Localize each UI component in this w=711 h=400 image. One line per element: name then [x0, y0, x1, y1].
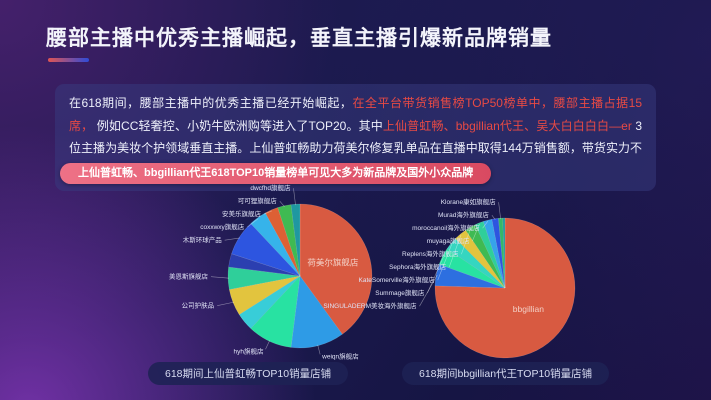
pie-slice [290, 275, 343, 349]
chart-caption-right: 618期间bbgillian代王TOP10销量店铺 [402, 362, 610, 385]
title-accent-bar [48, 58, 89, 62]
pie-slice [434, 263, 506, 289]
pie-slice [277, 204, 301, 277]
pie-slice-label: muyaga旗舰店 [427, 236, 470, 245]
pie-slice [231, 223, 301, 277]
chart-caption-left: 618期间上仙普虹畅TOP10销量店铺 [148, 362, 349, 385]
pie-slice-label: dwcfhd旗舰店 [250, 183, 291, 192]
label-leader-line [263, 210, 272, 215]
pie-slice-label: SINGULADERM美妆海外旗舰店 [323, 301, 417, 310]
pie-chart-streamer1-top10-shops: 荷美尔旗舰店 weiqn旗舰店 hyh旗舰店 dwcfhd旗舰店可可狸旗舰店安美乐旗舰… [169, 183, 373, 360]
label-leader-line [461, 227, 472, 255]
key-finding-badge: 上仙普虹畅、bbgillian代王618TOP10销量榜单可见大多为新品牌及国外… [60, 163, 492, 184]
pie-slice [455, 229, 506, 289]
pie-slice-label: Klorane康如旗舰店 [441, 197, 496, 206]
paragraph-segment: 例如CC轻奢控、小奶牛欧洲购等进入了TOP20。其中 [93, 118, 383, 133]
label-leader-line [448, 234, 462, 268]
pie-slice [498, 217, 506, 289]
pie-slice [491, 218, 506, 289]
label-leader-line [279, 200, 285, 207]
pie-slice [228, 275, 301, 315]
pie-slice [438, 248, 506, 289]
pie-chart-streamer2-top10-shops: bbgillian Klorane康如旗舰店 Murad海外旗舰店 moroccano… [323, 197, 576, 359]
pie-slice-label: 木斯环球产品 [183, 235, 222, 244]
label-leader-line [491, 214, 496, 220]
pie-slice [446, 238, 506, 289]
label-leader-line [224, 237, 241, 241]
label-leader-line [419, 274, 438, 307]
label-leader-line [317, 344, 321, 355]
pie-slice-label: 安美乐旗舰店 [222, 209, 261, 218]
pie-slice-label: coxxwxy旗舰店 [200, 222, 245, 231]
pie-slice [238, 275, 301, 329]
pie-slice-label: Replens海外旗舰店 [402, 249, 459, 258]
pie-slice [228, 253, 301, 277]
label-leader-line [265, 340, 271, 350]
pie-slice [264, 207, 301, 277]
pie-slice-label: 公司护肤品 [182, 301, 215, 310]
pie-slice-label: weiqn旗舰店 [321, 351, 359, 360]
pie-slice-label: Murad海外旗舰店 [438, 210, 489, 219]
paragraph-segment: 在全平台带货销售榜TOP50榜单中，腰部主播占据15席， [69, 96, 642, 133]
pie-slice-label: 美恩斯旗舰店 [169, 272, 209, 281]
pie-slice [474, 221, 506, 289]
label-leader-line [498, 202, 501, 220]
pie-slice [502, 217, 506, 289]
pie-slice [483, 218, 506, 289]
pie-slice-label: 荷美尔旗舰店 [307, 257, 359, 267]
pie-slice [227, 266, 301, 290]
label-leader-line [427, 256, 444, 294]
pie-slice [250, 212, 301, 277]
label-leader-line [217, 301, 235, 306]
page-title: 腰部主播中优秀主播崛起，垂直主播引爆新品牌销量 [46, 27, 552, 50]
pie-slice-label: 可可狸旗舰店 [238, 196, 278, 205]
label-leader-line [437, 243, 453, 281]
label-leader-line [247, 218, 259, 228]
label-leader-line [482, 220, 489, 229]
label-leader-line [293, 188, 296, 206]
label-leader-line [472, 223, 480, 242]
pie-slice [290, 203, 301, 277]
pie-slice-label: KateSomerville海外旗舰店 [359, 275, 436, 284]
pie-slice-label: bbgillian [513, 304, 544, 314]
pie-slice-label: Sephora海外旗舰店 [389, 262, 447, 271]
pie-slice [434, 217, 576, 359]
pie-slice-label: Summage旗舰店 [375, 288, 425, 297]
paragraph-segment: 在618期间，腰部主播中的优秀主播已经开始崛起， [69, 96, 353, 110]
paragraph-segment: 上仙普虹畅、bbgillian代王、吴大白白白白—er [382, 118, 632, 133]
pie-slice [299, 203, 373, 335]
pie-slice [250, 275, 301, 348]
label-leader-line [211, 276, 230, 279]
pie-slice-label: moroccanoil海外旗舰店 [412, 223, 480, 232]
pie-slice [465, 224, 506, 289]
pie-slice-label: hyh旗舰店 [234, 346, 264, 355]
